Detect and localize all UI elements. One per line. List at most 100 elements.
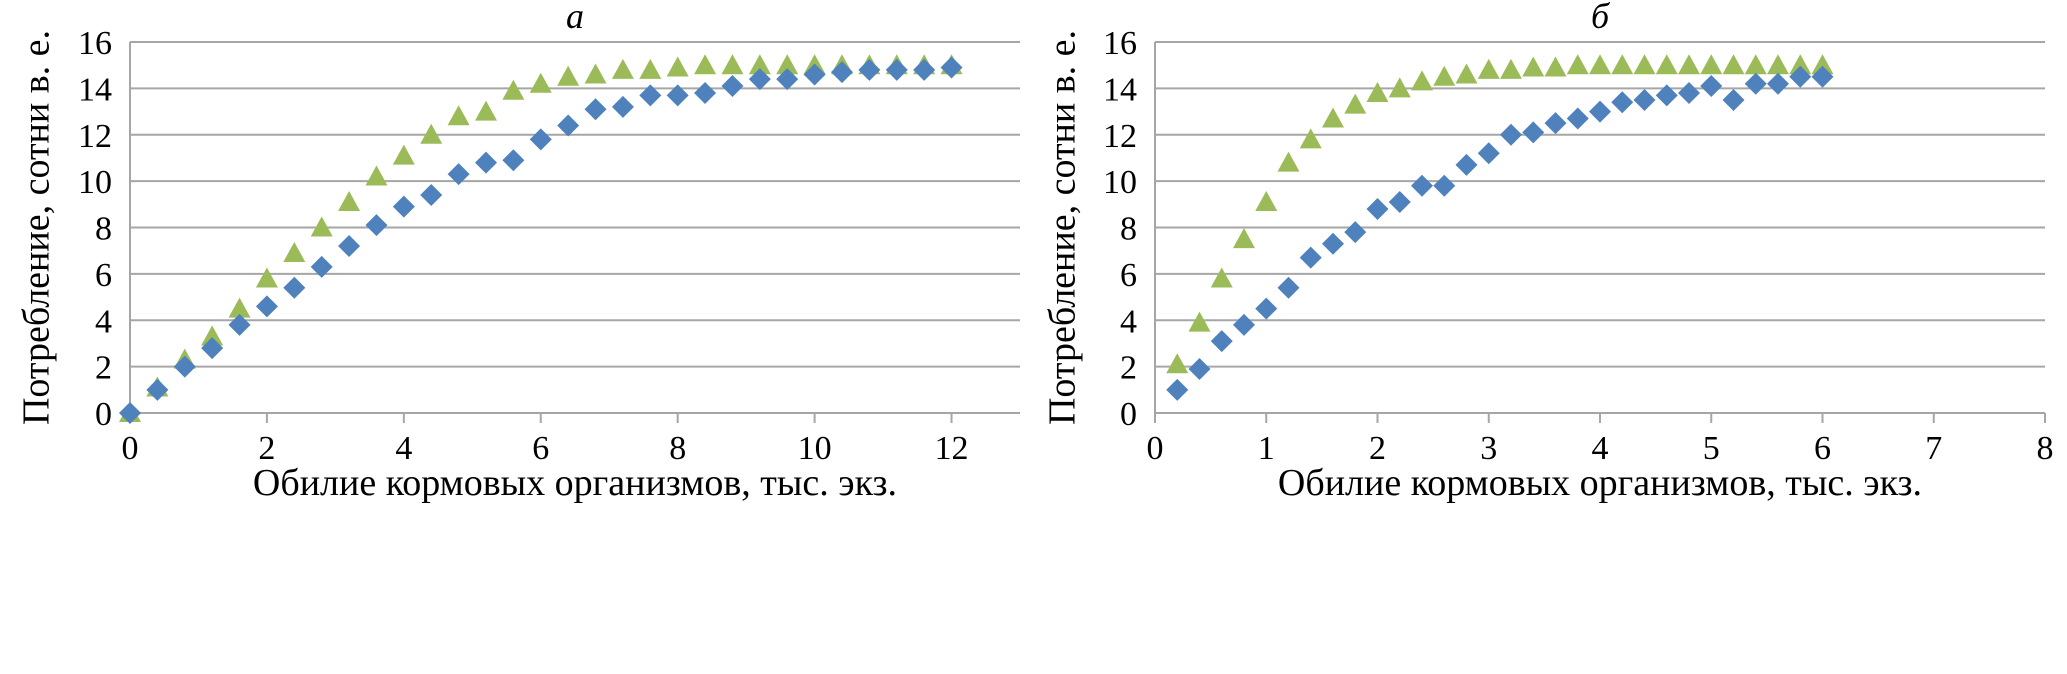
diamond-point (639, 84, 662, 107)
triangle-point (1388, 77, 1411, 98)
diamond-point (694, 82, 717, 105)
diamond-point (447, 163, 470, 186)
triangle-point (611, 58, 634, 79)
triangle-point (201, 325, 224, 346)
x-axis-label: Обилие кормовых организмов, тыс. экз. (253, 462, 897, 504)
diamond-point (146, 378, 169, 401)
diamond-point (885, 58, 908, 81)
panel-title: а (566, 0, 584, 36)
diamond-point (338, 235, 361, 258)
y-tick-label: 2 (95, 350, 112, 387)
x-tick-label: 10 (798, 430, 832, 467)
diamond-point (1411, 174, 1433, 197)
x-tick-label: 4 (1592, 430, 1609, 467)
triangle-point (1522, 56, 1545, 77)
diamond-point (1455, 153, 1478, 176)
diamond-point (119, 402, 141, 424)
diamond-point (1611, 91, 1634, 114)
y-tick-label: 0 (1120, 396, 1137, 433)
y-tick-label: 16 (78, 25, 112, 62)
triangle-point (1411, 70, 1433, 91)
diamond-point (858, 58, 881, 81)
triangle-point (255, 267, 278, 288)
triangle-point (1344, 93, 1367, 114)
diamond-series (1166, 65, 1834, 401)
diamond-point (502, 149, 525, 172)
diamond-point (1767, 72, 1789, 95)
diamond-point (1433, 174, 1456, 197)
diamond-point (255, 295, 278, 318)
diamond-point (666, 84, 689, 107)
triangle-point (392, 144, 415, 165)
diamond-point (1299, 246, 1322, 269)
triangle-point (1789, 54, 1812, 75)
triangle-point (557, 65, 580, 86)
diamond-point (310, 255, 333, 278)
x-tick-label: 0 (1147, 430, 1164, 467)
x-tick-label: 8 (669, 430, 686, 467)
triangle-point (1299, 128, 1322, 149)
triangle-point (310, 216, 333, 237)
triangle-point (1655, 54, 1678, 75)
triangle-point (1210, 267, 1233, 288)
triangle-point (1611, 54, 1634, 75)
triangle-point (1477, 58, 1500, 79)
y-tick-label: 0 (95, 396, 112, 433)
x-tick-label: 2 (258, 430, 275, 467)
diamond-point (1678, 82, 1700, 105)
triangle-point (529, 72, 552, 93)
diamond-point (1477, 142, 1500, 165)
triangle-point (776, 54, 799, 75)
diamond-point (1544, 112, 1567, 135)
triangle-point (584, 63, 607, 84)
triangle-point (1811, 54, 1834, 75)
diamond-point (1322, 232, 1344, 255)
diamond-point (420, 184, 443, 207)
diamond-point (1811, 65, 1834, 88)
diamond-point (1344, 221, 1367, 244)
x-tick-label: 4 (395, 430, 412, 467)
diamond-point (1233, 313, 1255, 336)
triangle-point (1566, 54, 1589, 75)
y-tick-label: 10 (1103, 164, 1137, 201)
y-tick-label: 12 (78, 118, 112, 155)
y-tick-label: 6 (95, 257, 112, 294)
diamond-point (557, 114, 580, 137)
triangle-point (1277, 151, 1300, 172)
y-tick-label: 6 (1120, 257, 1137, 294)
y-tick-label: 16 (1103, 25, 1137, 62)
triangle-point (1166, 353, 1189, 374)
y-tick-label: 14 (1103, 71, 1137, 108)
y-tick-label: 4 (95, 303, 112, 340)
diamond-point (1633, 88, 1656, 111)
diamond-point (1388, 190, 1411, 213)
x-axis-label: Обилие кормовых организмов, тыс. экз. (1278, 462, 1922, 504)
diamond-point (1366, 197, 1389, 220)
diamond-point (392, 195, 415, 218)
triangle-point (1366, 82, 1389, 103)
x-tick-label: 7 (1925, 430, 1942, 467)
diamond-point (1277, 276, 1300, 299)
diamond-point (803, 63, 826, 86)
x-tick-label: 12 (935, 430, 969, 467)
x-tick-label: 6 (1814, 430, 1831, 467)
triangle-point (1633, 54, 1656, 75)
triangle-point (1255, 190, 1278, 211)
x-tick-label: 5 (1703, 430, 1720, 467)
triangle-series (1166, 54, 1834, 374)
triangle-point (502, 79, 525, 100)
x-tick-label: 3 (1480, 430, 1497, 467)
diamond-point (611, 95, 634, 118)
diamond-point (365, 214, 388, 237)
x-tick-label: 6 (532, 430, 549, 467)
diamond-point (1522, 121, 1545, 144)
x-tick-label: 0 (122, 430, 139, 467)
diamond-point (201, 337, 224, 360)
diamond-point (173, 355, 196, 378)
triangle-point (694, 54, 717, 75)
diamond-point (913, 58, 936, 81)
diamond-point (584, 98, 607, 121)
